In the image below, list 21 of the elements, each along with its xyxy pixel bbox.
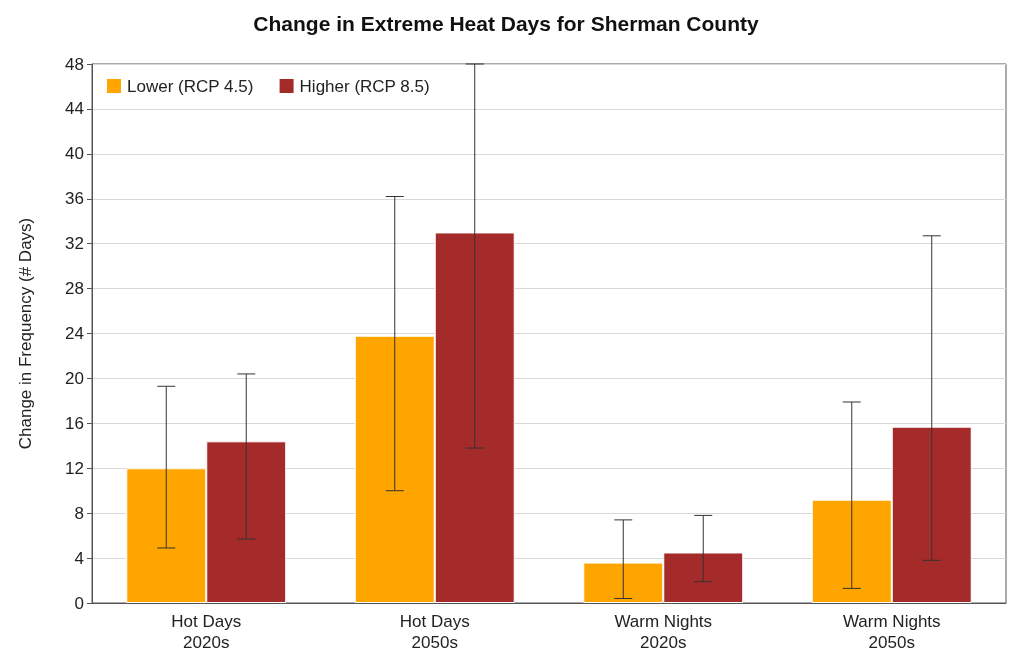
legend-label: Higher (RCP 8.5) bbox=[299, 76, 430, 96]
y-tick-label: 20 bbox=[65, 368, 84, 388]
x-tick-label: Warm Nights 2020s bbox=[614, 612, 713, 652]
y-tick-label: 24 bbox=[65, 324, 84, 343]
x-tick-label: Hot Days 2020s bbox=[171, 612, 242, 652]
chart-title: Change in Extreme Heat Days for Sherman County bbox=[253, 12, 759, 35]
x-tick-label: Warm Nights 2050s bbox=[842, 612, 941, 652]
legend-label: Lower (RCP 4.5) bbox=[127, 76, 254, 96]
y-tick-label: 16 bbox=[65, 413, 84, 433]
y-tick-label: 4 bbox=[74, 548, 84, 568]
y-tick-label: 12 bbox=[65, 458, 84, 478]
y-tick-label: 36 bbox=[65, 189, 84, 209]
y-tick-label: 8 bbox=[74, 503, 84, 523]
x-tick-label: Hot Days 2050s bbox=[399, 612, 470, 652]
y-tick-label: 32 bbox=[65, 234, 84, 254]
y-tick-label: 0 bbox=[74, 593, 84, 613]
y-axis-title: Change in Frequency (# Days) bbox=[16, 217, 35, 450]
y-tick-label: 44 bbox=[65, 99, 84, 119]
y-tick-label: 40 bbox=[65, 144, 84, 164]
y-tick-label: 48 bbox=[65, 54, 84, 74]
y-tick-label: 28 bbox=[65, 279, 84, 299]
